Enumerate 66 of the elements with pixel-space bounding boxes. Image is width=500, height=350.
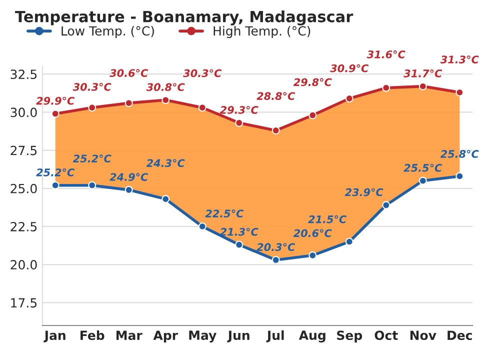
data-label: 30.8°C (146, 83, 185, 92)
data-label: 22.5°C (205, 210, 244, 218)
data-label: 21.3°C (220, 228, 258, 236)
x-tick-label: Dec (448, 330, 472, 340)
point (382, 201, 390, 210)
point (418, 176, 427, 185)
point (235, 240, 244, 249)
data-label: 30.3°C (183, 69, 222, 78)
point (418, 82, 427, 90)
point (345, 238, 354, 246)
data-label: 31.6°C (366, 50, 406, 58)
point (162, 195, 170, 204)
data-label: 30.3°C (72, 82, 112, 91)
chart-title: Temperature - Boanamary, Madagascar (15, 10, 354, 26)
point (456, 172, 464, 180)
x-tick-label: Nov (410, 330, 436, 340)
data-label: 29.3°C (220, 106, 258, 114)
data-label: 20.6°C (293, 229, 332, 238)
point (51, 110, 60, 118)
data-label: 21.5°C (308, 215, 346, 224)
data-label: 31.7°C (404, 69, 442, 78)
point (124, 186, 133, 194)
x-tick-label: Aug (298, 330, 326, 342)
point (51, 181, 60, 190)
data-label: 25.5°C (404, 164, 442, 172)
y-tick-label: 27.5 (10, 146, 37, 156)
x-tick-label: Apr (153, 330, 178, 342)
y-tick-label: 20.0 (10, 260, 37, 270)
y-tick-label: 17.5 (11, 298, 37, 308)
y-tick-label: 25.0 (10, 184, 37, 194)
data-label: 31.3°C (440, 56, 479, 64)
y-tick-label: 30.0 (10, 108, 37, 118)
data-label: 24.3°C (146, 159, 185, 168)
point (308, 111, 317, 120)
point (124, 99, 133, 108)
y-tick-label: 32.5 (10, 70, 37, 80)
point (198, 104, 206, 112)
point (272, 256, 280, 264)
point (382, 84, 390, 92)
point (235, 118, 244, 127)
point (88, 181, 96, 190)
point (198, 222, 206, 230)
data-label: 29.8°C (293, 78, 332, 86)
x-tick-label: Mar (116, 330, 142, 340)
data-label: 24.9°C (110, 172, 148, 181)
legend-label: Low Temp. (°C) (62, 26, 154, 38)
x-tick-label: Feb (80, 330, 104, 340)
data-label: 25.2°C (72, 154, 112, 162)
x-tick-label: Oct (374, 330, 398, 340)
x-tick-label: May (189, 330, 216, 342)
x-tick-label: Sep (337, 330, 362, 342)
legend-label: High Temp. (°C) (214, 26, 310, 38)
point (162, 96, 170, 104)
data-label: 29.9°C (36, 96, 75, 105)
x-tick-label: Jul (266, 330, 284, 342)
x-tick-label: Jun (227, 330, 250, 342)
data-label: 20.3°C (256, 243, 296, 252)
x-tick-label: Jan (44, 330, 66, 342)
data-label: 28.8°C (256, 92, 296, 100)
data-label: 23.9°C (344, 188, 384, 196)
y-tick-label: 22.5 (10, 222, 37, 232)
point (345, 94, 354, 102)
point (88, 104, 96, 112)
data-label: 30.6°C (110, 69, 148, 77)
point (308, 251, 317, 260)
data-label: 30.9°C (330, 64, 369, 72)
